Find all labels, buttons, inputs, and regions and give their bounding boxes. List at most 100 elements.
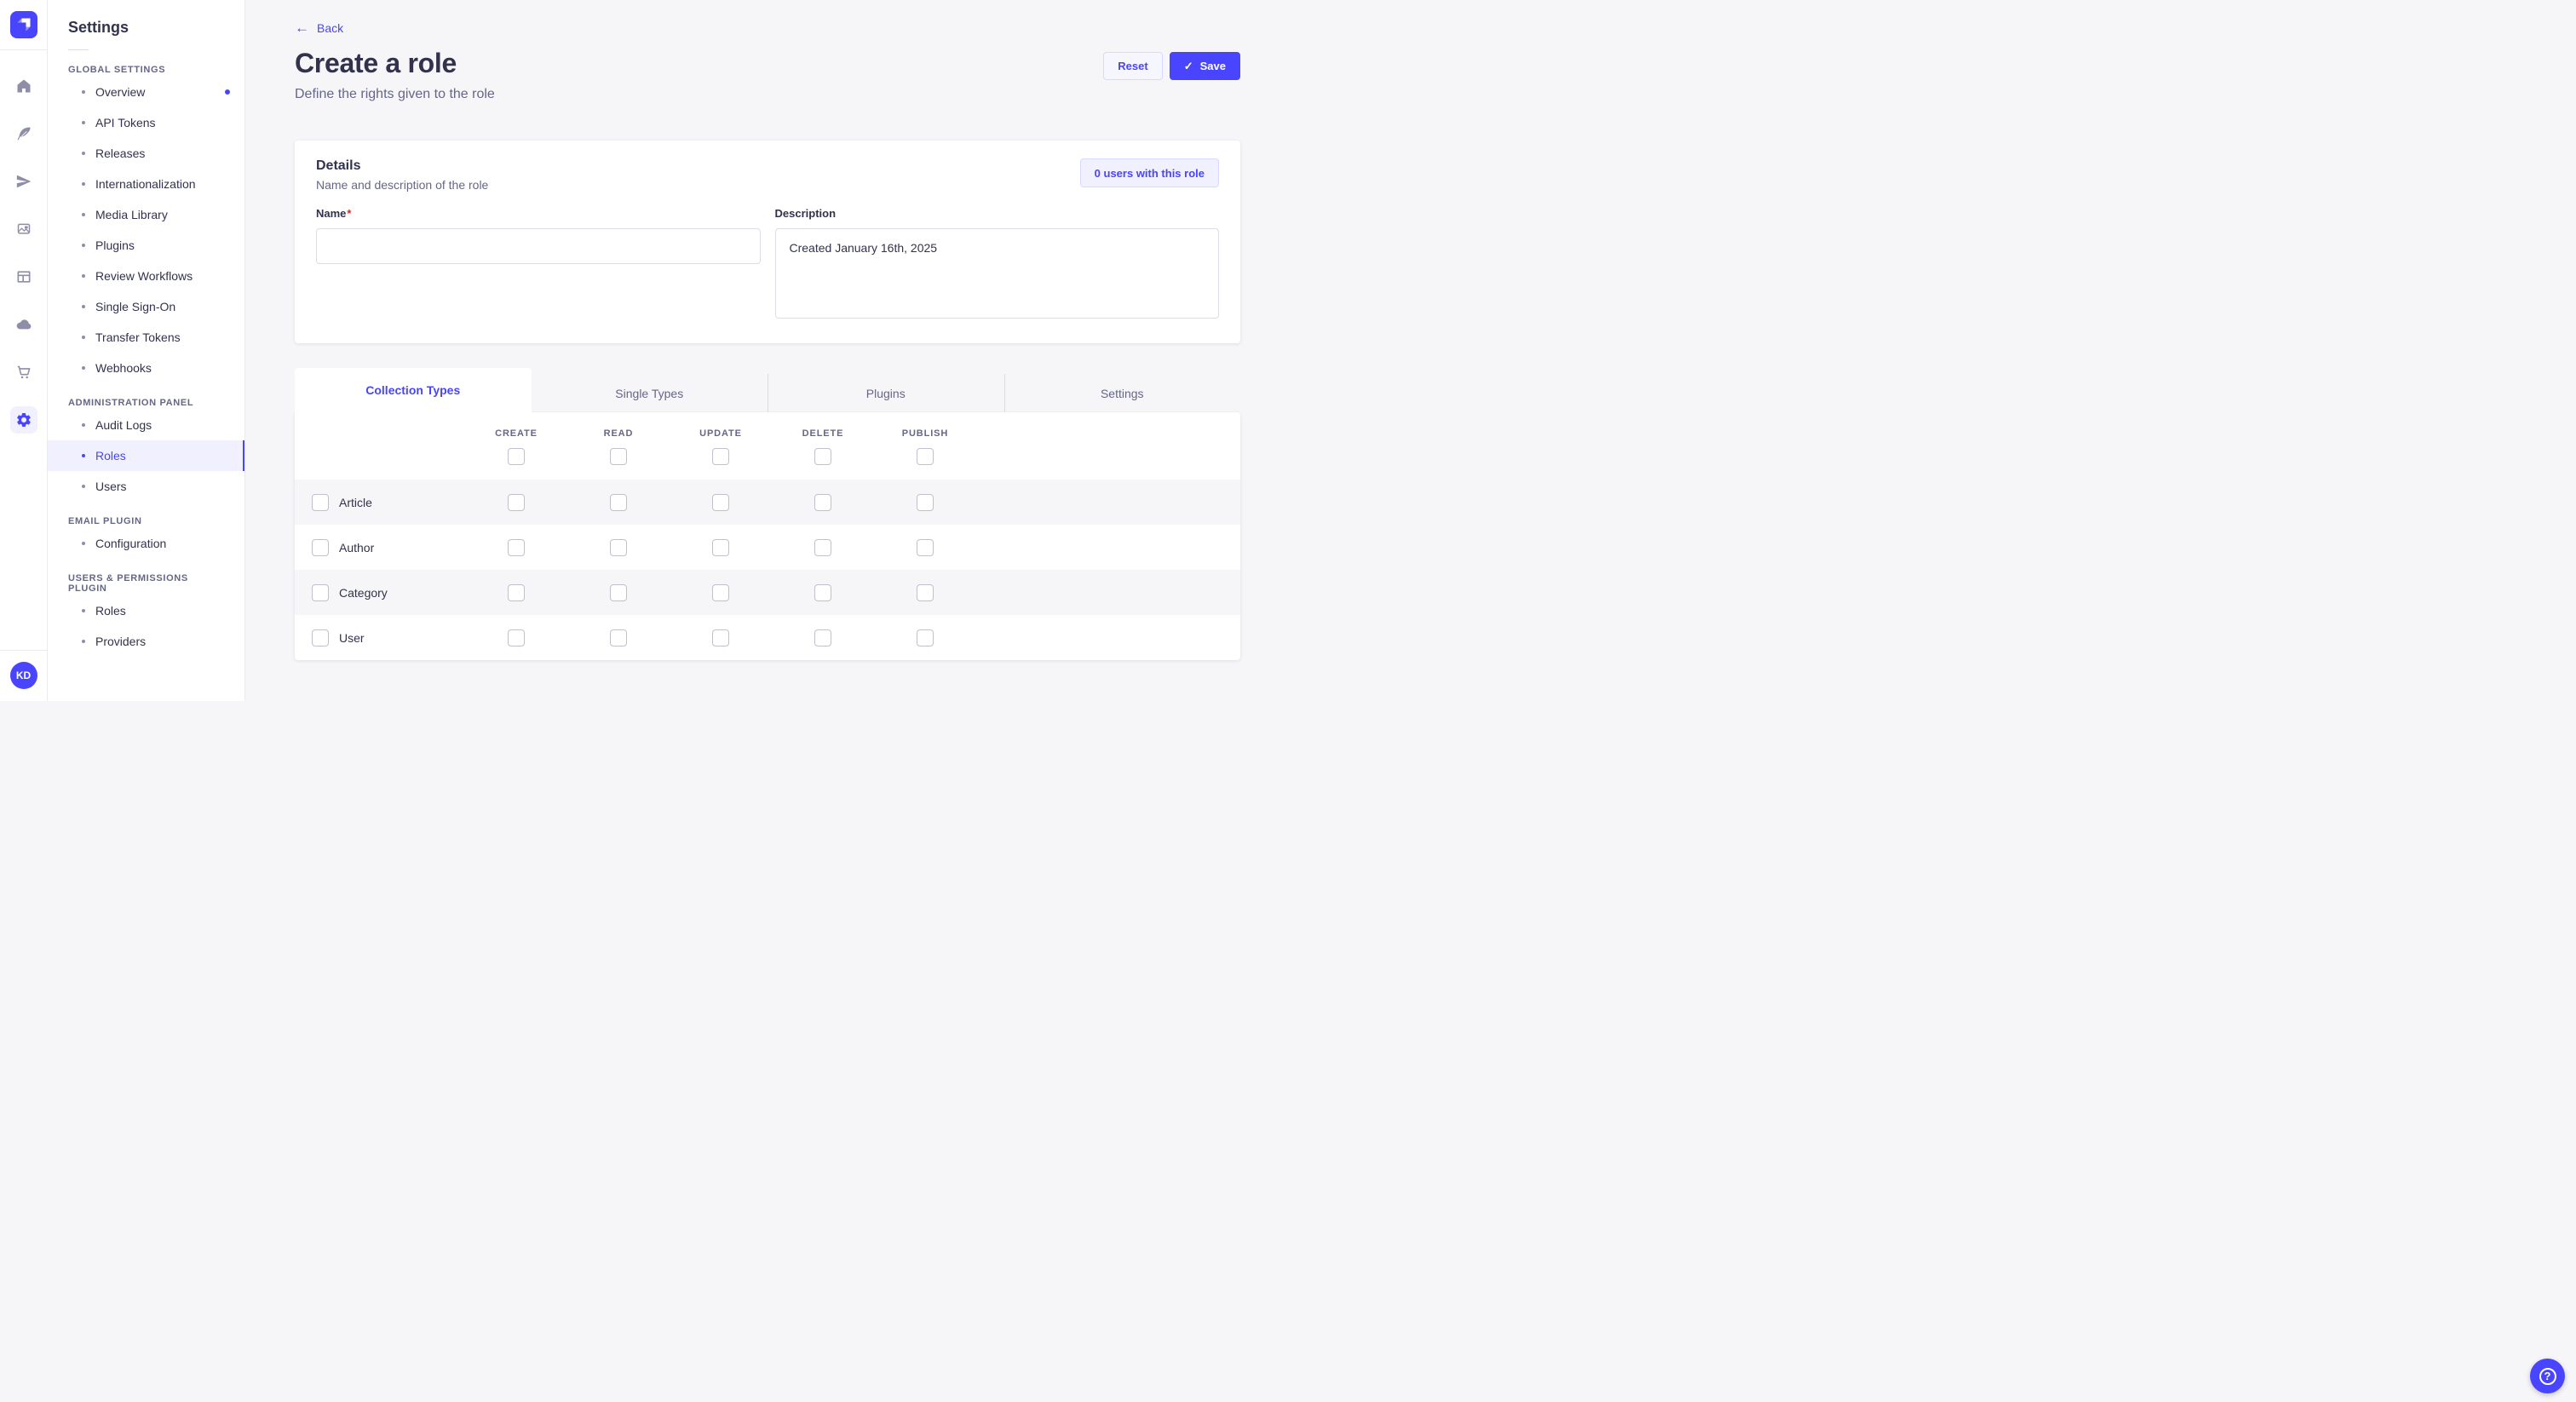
author-read-checkbox[interactable] — [610, 538, 627, 556]
category-row-checkbox[interactable] — [312, 583, 329, 601]
sidebar-item-global-settings-transfer-tokens[interactable]: Transfer Tokens — [48, 322, 244, 353]
bullet-icon — [82, 182, 85, 186]
bullet-icon — [82, 213, 85, 216]
user-create-checkbox[interactable] — [508, 629, 525, 646]
sidebar-item-global-settings-single-sign-on[interactable]: Single Sign-On — [48, 291, 244, 322]
bullet-icon — [82, 366, 85, 370]
row-label: Article — [339, 495, 372, 509]
user-avatar[interactable]: KD — [9, 662, 37, 689]
sidebar-item-global-settings-webhooks[interactable]: Webhooks — [48, 353, 244, 383]
back-arrow-icon: ← — [295, 20, 309, 36]
category-publish-checkbox[interactable] — [917, 583, 934, 601]
users-with-role-button[interactable]: 0 users with this role — [1079, 158, 1219, 187]
home-icon[interactable] — [10, 72, 37, 100]
page-header: Create a role Define the rights given to… — [295, 48, 1240, 102]
category-read-checkbox[interactable] — [610, 583, 627, 601]
article-delete-checkbox[interactable] — [814, 493, 831, 511]
user-delete-checkbox[interactable] — [814, 629, 831, 646]
row-name-cell: Article — [295, 493, 465, 511]
article-update-checkbox[interactable] — [712, 493, 729, 511]
deploy-icon[interactable] — [10, 311, 37, 338]
bullet-icon — [82, 609, 85, 612]
article-row-checkbox[interactable] — [312, 493, 329, 511]
sidebar-item-label: Roles — [95, 449, 126, 463]
details-card: Details Name and description of the role… — [295, 141, 1240, 343]
required-asterisk: * — [347, 207, 352, 220]
content-manager-icon[interactable] — [10, 120, 37, 147]
author-publish-checkbox[interactable] — [917, 538, 934, 556]
article-read-checkbox[interactable] — [610, 493, 627, 511]
user-publish-checkbox[interactable] — [917, 629, 934, 646]
tab-collection-types[interactable]: Collection Types — [295, 368, 532, 412]
sidebar-item-global-settings-releases[interactable]: Releases — [48, 138, 244, 169]
sidebar-item-label: Internationalization — [95, 177, 196, 191]
article-create-checkbox[interactable] — [508, 493, 525, 511]
name-field-group: Name* — [316, 206, 761, 323]
description-textarea[interactable]: Created January 16th, 2025 — [774, 228, 1219, 319]
author-create-checkbox[interactable] — [508, 538, 525, 556]
author-row-checkbox[interactable] — [312, 538, 329, 556]
settings-icon[interactable] — [9, 406, 37, 434]
select-all-publish-checkbox[interactable] — [917, 448, 934, 465]
sidebar-item-global-settings-media-library[interactable]: Media Library — [48, 199, 244, 230]
category-update-checkbox[interactable] — [712, 583, 729, 601]
author-update-checkbox[interactable] — [712, 538, 729, 556]
page-header-text: Create a role Define the rights given to… — [295, 48, 495, 102]
marketplace-icon[interactable] — [10, 359, 37, 386]
select-all-update-checkbox[interactable] — [712, 448, 729, 465]
settings-nav-title: Settings — [68, 19, 129, 36]
save-button[interactable]: ✓ Save — [1169, 52, 1240, 80]
column-label-delete: DELETE — [802, 428, 844, 439]
back-link[interactable]: ← Back — [295, 20, 343, 35]
content-type-builder-icon[interactable] — [10, 263, 37, 290]
nav-section-label-global-settings: GLOBAL SETTINGS — [68, 65, 166, 75]
sidebar-item-users-permissions-plugin-providers[interactable]: Providers — [48, 626, 244, 657]
sidebar-item-label: Review Workflows — [95, 269, 193, 283]
sidebar-item-label: Plugins — [95, 238, 135, 252]
strapi-logo[interactable] — [9, 11, 37, 38]
sidebar-item-global-settings-plugins[interactable]: Plugins — [48, 230, 244, 261]
sidebar-item-administration-panel-users[interactable]: Users — [48, 471, 244, 502]
user-row-checkbox[interactable] — [312, 629, 329, 646]
name-input[interactable] — [316, 228, 761, 264]
category-delete-checkbox[interactable] — [814, 583, 831, 601]
sidebar-item-users-permissions-plugin-roles[interactable]: Roles — [48, 595, 244, 626]
row-label: User — [339, 630, 365, 645]
permissions-rows: Article Author Category User — [295, 480, 1240, 660]
sidebar-item-administration-panel-audit-logs[interactable]: Audit Logs — [48, 410, 244, 440]
tab-single-types[interactable]: Single Types — [532, 374, 768, 412]
sidebar-item-label: Users — [95, 480, 127, 493]
sidebar-item-global-settings-api-tokens[interactable]: API Tokens — [48, 107, 244, 138]
sidebar-item-global-settings-review-workflows[interactable]: Review Workflows — [48, 261, 244, 291]
sidebar-item-administration-panel-roles[interactable]: Roles — [48, 440, 244, 471]
select-all-read-checkbox[interactable] — [610, 448, 627, 465]
sidebar-item-label: Media Library — [95, 208, 168, 221]
media-library-icon[interactable] — [10, 215, 37, 243]
select-all-delete-checkbox[interactable] — [814, 448, 831, 465]
tab-settings[interactable]: Settings — [1003, 374, 1241, 412]
author-delete-checkbox[interactable] — [814, 538, 831, 556]
details-fields: Name* Description Created January 16th, … — [316, 206, 1219, 323]
column-label-create: CREATE — [495, 428, 538, 439]
select-all-create-checkbox[interactable] — [508, 448, 525, 465]
sidebar-item-email-plugin-configuration[interactable]: Configuration — [48, 528, 244, 559]
main-content: ← Back Create a role Define the rights g… — [245, 0, 1288, 701]
user-update-checkbox[interactable] — [712, 629, 729, 646]
sidebar-item-global-settings-internationalization[interactable]: Internationalization — [48, 169, 244, 199]
column-label-update: UPDATE — [699, 428, 742, 439]
settings-nav-sections: GLOBAL SETTINGS Overview API Tokens Release… — [48, 65, 244, 657]
reset-button[interactable]: Reset — [1103, 52, 1163, 80]
tab-plugins[interactable]: Plugins — [768, 374, 1004, 412]
bullet-icon — [82, 305, 85, 308]
article-publish-checkbox[interactable] — [917, 493, 934, 511]
table-row-user: User — [295, 615, 1240, 660]
category-create-checkbox[interactable] — [508, 583, 525, 601]
user-read-checkbox[interactable] — [610, 629, 627, 646]
nav-section-label-administration-panel: ADMINISTRATION PANEL — [68, 398, 194, 408]
releases-icon[interactable] — [10, 168, 37, 195]
select-all-row — [295, 448, 1240, 465]
row-label: Author — [339, 540, 375, 554]
sidebar-item-global-settings-overview[interactable]: Overview — [48, 77, 244, 107]
help-button[interactable]: ? — [2530, 1359, 2565, 1393]
description-label: Description — [774, 207, 837, 220]
